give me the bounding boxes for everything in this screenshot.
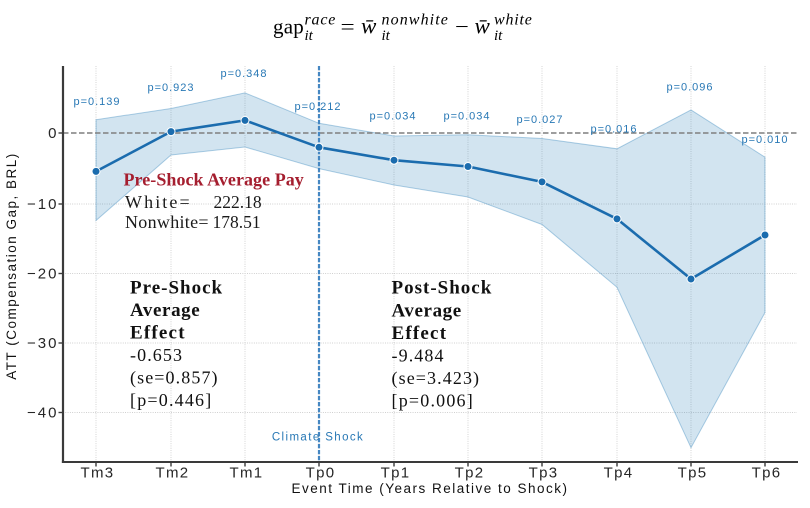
svg-text:w̄: w̄ bbox=[475, 14, 491, 39]
svg-text:Tp6: Tp6 bbox=[752, 465, 782, 482]
svg-text:Tp1: Tp1 bbox=[381, 465, 411, 482]
svg-text:-0.653: -0.653 bbox=[130, 345, 183, 365]
svg-text:ATT (Compensation Gap, BRL): ATT (Compensation Gap, BRL) bbox=[4, 152, 19, 380]
svg-text:it: it bbox=[494, 28, 503, 44]
svg-text:Pre-Shock: Pre-Shock bbox=[130, 278, 223, 299]
svg-text:Climate Shock: Climate Shock bbox=[272, 432, 364, 444]
svg-text:178.51: 178.51 bbox=[213, 212, 261, 232]
svg-text:gap: gap bbox=[273, 15, 304, 39]
svg-text:p=0.010: p=0.010 bbox=[741, 134, 788, 146]
svg-text:0: 0 bbox=[48, 125, 58, 142]
svg-text:Nonwhite=: Nonwhite= bbox=[125, 212, 209, 232]
svg-text:Tm2: Tm2 bbox=[156, 465, 190, 482]
svg-text:p=0.016: p=0.016 bbox=[590, 124, 637, 136]
svg-text:Effect: Effect bbox=[130, 323, 186, 344]
svg-text:Tp3: Tp3 bbox=[529, 465, 559, 482]
svg-text:Event Time (Years Relative to: Event Time (Years Relative to Shock) bbox=[291, 481, 568, 496]
svg-text:p=0.034: p=0.034 bbox=[369, 111, 416, 123]
svg-text:Tp2: Tp2 bbox=[455, 465, 485, 482]
svg-text:222.18: 222.18 bbox=[214, 192, 262, 212]
svg-text:−40: −40 bbox=[27, 404, 58, 421]
svg-text:Tp5: Tp5 bbox=[678, 465, 708, 482]
svg-text:−10: −10 bbox=[27, 196, 58, 213]
svg-text:Tp4: Tp4 bbox=[604, 465, 634, 482]
svg-text:w̄: w̄ bbox=[361, 14, 377, 39]
svg-text:p=0.034: p=0.034 bbox=[443, 110, 490, 122]
svg-text:Average: Average bbox=[130, 300, 200, 321]
svg-text:p=0.348: p=0.348 bbox=[220, 68, 267, 80]
svg-text:(se=3.423): (se=3.423) bbox=[392, 368, 481, 389]
svg-text:white: white bbox=[494, 12, 533, 29]
svg-text:−: − bbox=[455, 15, 469, 39]
svg-text:White=: White= bbox=[125, 192, 192, 212]
svg-text:p=0.027: p=0.027 bbox=[516, 114, 563, 126]
svg-text:[p=0.006]: [p=0.006] bbox=[392, 391, 474, 411]
svg-text:Post-Shock: Post-Shock bbox=[392, 278, 493, 299]
svg-text:(se=0.857): (se=0.857) bbox=[130, 368, 219, 389]
svg-text:nonwhite: nonwhite bbox=[382, 12, 449, 29]
svg-text:it: it bbox=[382, 28, 391, 44]
svg-text:−30: −30 bbox=[27, 335, 58, 352]
svg-text:Tp0: Tp0 bbox=[306, 465, 336, 482]
svg-text:[p=0.446]: [p=0.446] bbox=[130, 390, 212, 410]
svg-text:Tm1: Tm1 bbox=[230, 465, 264, 482]
svg-text:Pre-Shock Average Pay: Pre-Shock Average Pay bbox=[124, 170, 304, 190]
svg-text:=: = bbox=[341, 15, 355, 39]
svg-text:Average: Average bbox=[392, 301, 462, 322]
svg-text:Effect: Effect bbox=[392, 323, 448, 344]
svg-text:p=0.096: p=0.096 bbox=[666, 82, 713, 94]
svg-text:p=0.923: p=0.923 bbox=[147, 82, 194, 94]
svg-text:race: race bbox=[305, 12, 337, 29]
svg-text:p=0.139: p=0.139 bbox=[73, 96, 120, 108]
svg-text:p=0.212: p=0.212 bbox=[294, 101, 341, 113]
svg-text:−20: −20 bbox=[27, 265, 58, 282]
svg-text:-9.484: -9.484 bbox=[392, 346, 445, 366]
svg-text:Tm3: Tm3 bbox=[81, 465, 115, 482]
svg-text:it: it bbox=[305, 28, 314, 44]
